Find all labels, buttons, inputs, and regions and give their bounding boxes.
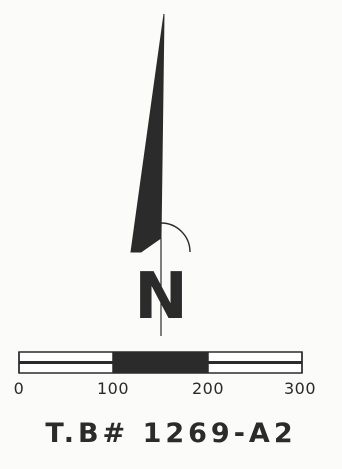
scale-bar xyxy=(18,351,303,374)
scale-label-0: 0 xyxy=(13,379,25,398)
north-arrow-arc xyxy=(131,222,191,253)
sheet-id: T.B# 1269-A2 xyxy=(45,418,297,449)
scale-label-300: 300 xyxy=(283,379,317,398)
north-arrow-needle xyxy=(130,13,165,253)
scale-label-200: 200 xyxy=(191,379,225,398)
scale-label-100: 100 xyxy=(96,379,130,398)
scale-segment-100-200 xyxy=(113,352,208,373)
north-letter: N xyxy=(134,260,188,334)
north-arrow: N xyxy=(130,13,191,336)
